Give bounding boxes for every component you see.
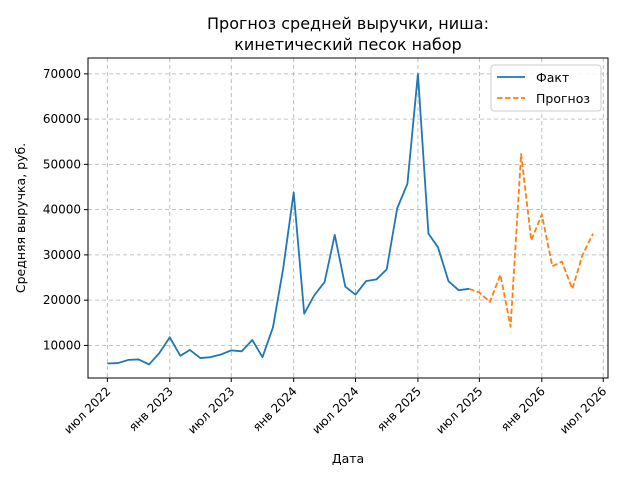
data-point [448,280,450,282]
data-point [396,207,398,209]
x-axis-label: Дата [332,451,364,466]
data-point [355,294,357,296]
data-point [303,313,305,315]
data-point [324,281,326,283]
data-point [158,352,160,354]
series-line-fact [107,72,470,366]
plot-area-frame [87,57,609,379]
data-point [220,354,222,356]
data-point [138,359,140,361]
data-point [479,292,481,294]
data-point [282,268,284,270]
data-point [437,246,439,248]
y-tick-label: 60000 [43,112,81,126]
y-tick-label: 40000 [43,203,81,217]
data-point [272,327,274,329]
data-point [241,350,243,352]
legend-label-forecast: Прогноз [536,91,590,106]
data-point [386,269,388,271]
data-point [572,288,574,290]
series-lines [107,72,594,366]
data-point [552,265,554,267]
data-point [365,280,367,282]
data-point [458,289,460,291]
data-point [293,192,295,194]
data-point [407,183,409,185]
data-point [230,350,232,352]
data-point [500,274,502,276]
data-point [334,234,336,236]
data-point [417,73,419,75]
data-point [376,279,378,281]
data-point [189,349,191,351]
data-point [180,355,182,357]
data-point [489,301,491,303]
data-point [148,364,150,366]
data-point [530,240,532,242]
data-point [561,261,563,263]
series-line-forecast [468,153,594,328]
data-point [169,336,171,338]
data-point [262,356,264,358]
data-point [592,233,594,235]
y-axis-ticks: 10000 20000 30000 40000 50000 60000 70000 [43,67,88,352]
y-tick-label: 70000 [43,67,81,81]
data-point [117,362,119,364]
data-point [344,286,346,288]
data-point [468,288,470,290]
data-point [541,214,543,216]
data-point [251,339,253,341]
chart-title-line-1: Прогноз средней выручки, ниша: [207,14,489,33]
data-point [107,363,109,365]
legend: Факт Прогноз [490,64,602,112]
data-point [128,359,130,361]
y-tick-label: 20000 [43,293,81,307]
y-tick-label: 10000 [43,338,81,352]
y-axis-label: Средняя выручка, руб. [13,143,28,293]
y-tick-label: 50000 [43,157,81,171]
data-point [313,295,315,297]
data-point [510,326,512,328]
legend-label-fact: Факт [536,70,569,85]
data-point [520,153,522,155]
data-point [582,254,584,256]
chart-title-line-2: кинетический песок набор [234,35,461,54]
y-tick-label: 30000 [43,248,81,262]
data-point [200,357,202,359]
data-point [210,356,212,358]
data-point [428,233,430,235]
